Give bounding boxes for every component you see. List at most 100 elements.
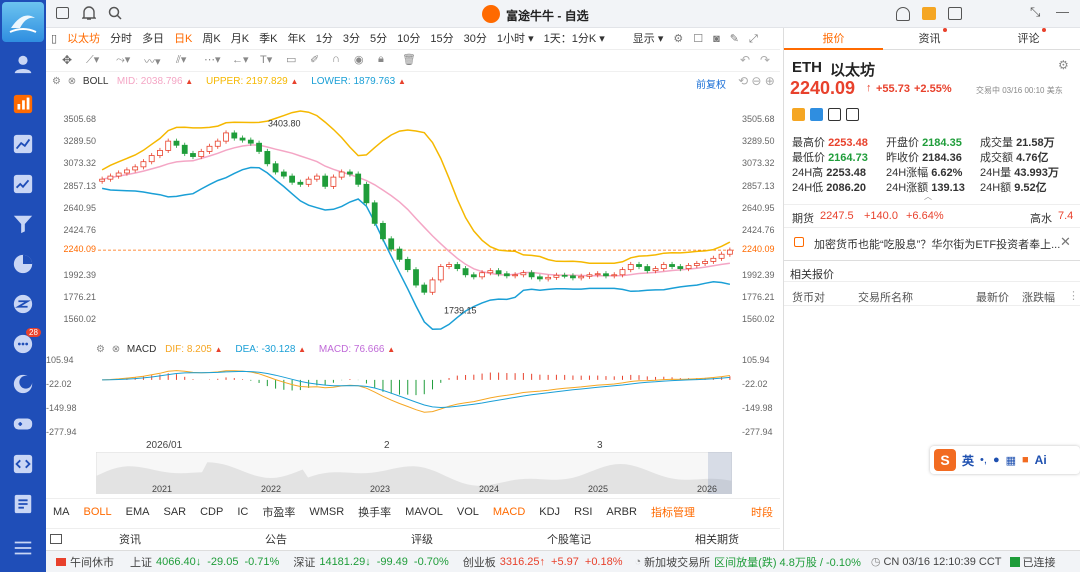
macd-gear-icon[interactable]: ⚙ [96, 344, 105, 355]
news-banner[interactable]: 加密货币也能“吃股息”？华尔街为ETF投资者奉上... ✕ [784, 232, 1080, 254]
checkbox-icon[interactable]: ☐ [693, 32, 704, 45]
ime-keyboard-icon[interactable]: ▦ [1005, 454, 1016, 467]
tab-quarterly[interactable]: 季K [259, 32, 278, 45]
overview-window[interactable] [708, 452, 732, 494]
tab-rating[interactable]: 评级 [411, 533, 433, 546]
ime-skin-icon[interactable]: ■ [1022, 454, 1029, 466]
tab-intraday[interactable]: 分时 [110, 32, 133, 45]
indicator-vol[interactable]: VOL [456, 505, 479, 518]
text-tool-icon[interactable]: T▾ [260, 54, 273, 66]
market-trend-icon[interactable] [0, 124, 46, 164]
tab-3min[interactable]: 3分 [342, 32, 361, 45]
messages-icon[interactable]: 28 [0, 324, 46, 364]
news-close-icon[interactable]: ✕ [1060, 234, 1071, 249]
legend-close-icon[interactable]: ⊗ [67, 76, 77, 87]
indicator-ema[interactable]: EMA [125, 505, 150, 518]
collapse-icon[interactable]: ︿ [924, 192, 932, 201]
minimize-icon[interactable]: — [1056, 4, 1069, 19]
shrink-icon[interactable]: ⤡ [1030, 4, 1041, 19]
indicator-ic[interactable]: IC [237, 505, 249, 518]
tab-weekly[interactable]: 周K [202, 32, 221, 45]
ime-logo-icon[interactable]: S [934, 449, 956, 471]
session-button[interactable]: 时段 [751, 506, 773, 519]
ime-toolbar[interactable]: S 英 •, ● ▦ ■ Ai [930, 446, 1080, 474]
ime-lang[interactable]: 英 [962, 453, 975, 468]
indicator-cdp[interactable]: CDP [200, 505, 224, 518]
tag-badge-icon[interactable] [810, 108, 823, 121]
move-icon[interactable]: ✥ [62, 53, 73, 67]
tab-5min[interactable]: 5分 [370, 32, 388, 45]
tab-quote[interactable]: 报价 [784, 28, 883, 50]
indicator-mavol[interactable]: MAVOL [405, 505, 443, 518]
sz-label[interactable]: 深证 [293, 556, 316, 569]
tab-futures[interactable]: 相关期货 [695, 533, 739, 546]
camera-icon[interactable]: ◙ [713, 32, 720, 45]
expand-icon[interactable]: ⤢ [748, 32, 758, 45]
overview-navigator[interactable]: 2021 2022 2023 2024 2025 2026 [96, 452, 732, 494]
quote-settings-icon[interactable]: ⚙ [1058, 58, 1069, 72]
col-pair[interactable]: 货币对 [792, 292, 825, 304]
futures-row[interactable]: 期货 2247.5 +140.0 +6.64% 高水 7.4 [784, 204, 1080, 228]
skin-icon[interactable] [948, 7, 962, 20]
moon-icon[interactable] [0, 364, 46, 404]
sh-label[interactable]: 上证 [130, 556, 152, 569]
ray-tool-icon[interactable]: ⤳▾ [116, 54, 131, 66]
trash-icon[interactable]: 🗑︎ [402, 54, 416, 66]
document-icon[interactable] [0, 484, 46, 524]
indicator-manage[interactable]: 指标管理 [650, 506, 695, 519]
cyb-label[interactable]: 创业板 [462, 556, 496, 569]
magnet-icon[interactable]: ∩ [332, 53, 340, 65]
indicator-wmsr[interactable]: WMSR [309, 505, 345, 518]
col-change[interactable]: 涨跌幅 [1022, 292, 1055, 304]
tab-news[interactable]: 资讯 [119, 533, 141, 546]
sgx-label[interactable]: 新加坡交易所 [644, 556, 711, 569]
pie-chart-icon[interactable] [0, 244, 46, 284]
game-icon[interactable] [0, 404, 46, 444]
pen-tool-icon[interactable]: ✐ [310, 54, 320, 66]
adjust-mode[interactable]: 前复权 [696, 80, 726, 91]
tab-yearly[interactable]: 年K [287, 32, 306, 45]
lock-icon[interactable]: 🔒︎ [378, 53, 384, 65]
redo-icon[interactable]: ↷ [760, 53, 771, 67]
tab-info[interactable]: 资讯 [883, 28, 982, 50]
ime-mic-icon[interactable]: ● [992, 454, 1000, 466]
tab-multiday[interactable]: 多日 [142, 32, 165, 45]
bell-icon[interactable] [82, 6, 96, 21]
settings-icon[interactable]: ⚙ [673, 32, 684, 45]
doc-badge-icon[interactable] [828, 108, 841, 121]
gift-icon[interactable] [922, 7, 936, 20]
portfolio-icon[interactable] [0, 164, 46, 204]
tab-monthly[interactable]: 月K [230, 32, 250, 45]
indicator-macd[interactable]: MACD [492, 505, 526, 518]
indicator-boll[interactable]: BOLL [83, 505, 112, 518]
rect-tool-icon[interactable]: ▭ [286, 54, 297, 66]
tab-30min[interactable]: 30分 [463, 32, 487, 45]
arrow-tool-icon[interactable]: ←▾ [232, 54, 249, 66]
tab-notes[interactable]: 个股笔记 [547, 533, 591, 546]
tab-1hour[interactable]: 1小时 ▾ [496, 32, 534, 45]
wave-tool-icon[interactable]: 〰▾ [144, 56, 161, 68]
search-icon[interactable] [108, 6, 122, 20]
tab-daily[interactable]: 日K [174, 32, 193, 45]
tab-comments[interactable]: 评论 [982, 28, 1080, 50]
menu-icon[interactable] [0, 528, 46, 568]
tab-10min[interactable]: 10分 [397, 32, 421, 45]
tab-announcements[interactable]: 公告 [265, 533, 287, 546]
ime-punct-icon[interactable]: •, [980, 454, 987, 466]
indicator-pe[interactable]: 市盈率 [262, 506, 296, 519]
indicator-turnover[interactable]: 换手率 [358, 506, 392, 519]
tab-1min[interactable]: 1分 [315, 32, 333, 45]
price-chart[interactable]: 3403.80 1739.15 [46, 90, 780, 340]
hline-tool-icon[interactable]: ⋯▾ [204, 54, 221, 66]
channel-tool-icon[interactable]: ⫽▾ [176, 54, 187, 66]
bottom-panel-icon[interactable] [50, 533, 62, 544]
col-exchange[interactable]: 交易所名称 [858, 292, 913, 304]
indicator-kdj[interactable]: KDJ [539, 505, 561, 518]
panel-toggle-icon[interactable]: ▯ [51, 32, 58, 45]
tab-15min[interactable]: 15分 [430, 32, 454, 45]
tab-1day-1min[interactable]: 1天：1分K ▾ [543, 32, 605, 45]
community-icon[interactable] [0, 284, 46, 324]
indicator-rsi[interactable]: RSI [574, 505, 593, 518]
crypto-badge-icon[interactable] [792, 108, 805, 121]
contract-badge-icon[interactable] [846, 108, 859, 121]
